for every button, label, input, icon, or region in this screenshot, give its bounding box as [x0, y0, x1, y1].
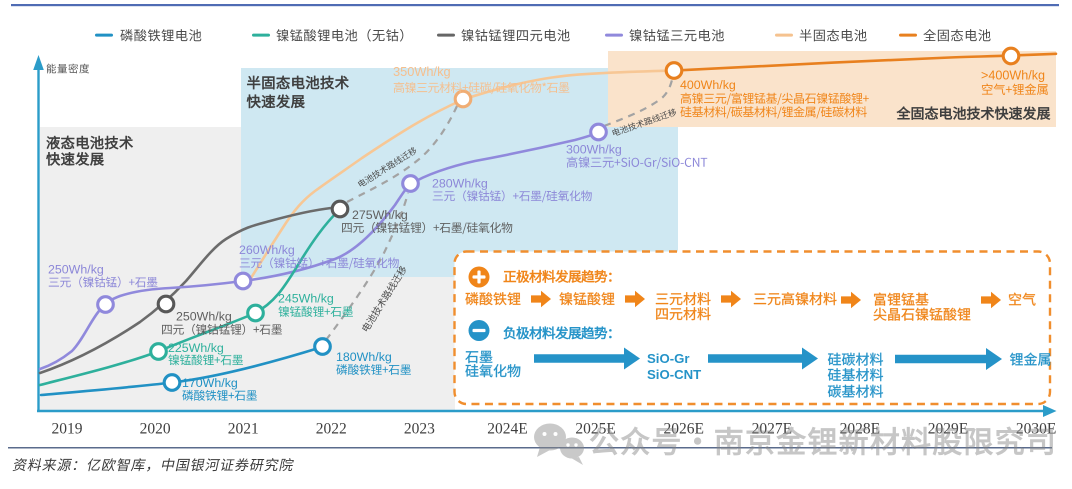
svg-text:SiO-CNT: SiO-CNT	[647, 367, 701, 382]
svg-text:400Wh/kg: 400Wh/kg	[680, 78, 736, 92]
svg-text:260Wh/kg: 260Wh/kg	[239, 243, 295, 257]
svg-text:225Wh/kg: 225Wh/kg	[168, 341, 224, 355]
svg-text:170Wh/kg: 170Wh/kg	[182, 376, 238, 390]
svg-text:300Wh/kg: 300Wh/kg	[566, 143, 622, 157]
svg-text:2023: 2023	[404, 421, 435, 438]
svg-text:2025E: 2025E	[575, 421, 615, 438]
svg-text:280Wh/kg: 280Wh/kg	[432, 176, 488, 190]
svg-text:180Wh/kg: 180Wh/kg	[336, 350, 392, 364]
svg-text:2021: 2021	[228, 421, 259, 438]
svg-text:>400Wh/kg: >400Wh/kg	[981, 69, 1045, 83]
svg-text:2022: 2022	[316, 421, 347, 438]
svg-text:250Wh/kg: 250Wh/kg	[48, 263, 104, 277]
svg-text:2020: 2020	[140, 421, 171, 438]
svg-text:250Wh/kg: 250Wh/kg	[176, 310, 232, 324]
svg-text:2019: 2019	[52, 421, 83, 438]
svg-text:275Wh/kg: 275Wh/kg	[352, 208, 408, 222]
svg-text:350Wh/kg: 350Wh/kg	[393, 64, 451, 79]
svg-text:2024E: 2024E	[487, 421, 527, 438]
svg-text:245Wh/kg: 245Wh/kg	[278, 292, 334, 306]
svg-text:SiO-Gr: SiO-Gr	[647, 351, 690, 366]
